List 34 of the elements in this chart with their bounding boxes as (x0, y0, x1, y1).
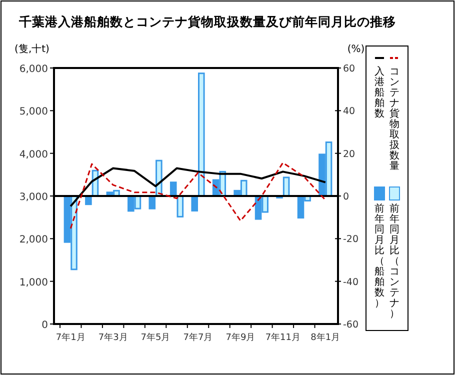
x-tick-label: 7年1月 (56, 332, 86, 343)
text: 前年同月比（コンテナ） (390, 204, 400, 320)
bar (282, 176, 290, 197)
y2-axis-title: (%) (347, 44, 365, 55)
y2-tick-label: 60 (343, 64, 356, 74)
y2-tick-label: 40 (343, 106, 356, 118)
line-series (70, 162, 326, 230)
chart-title: 千葉港入港船舶数とコンテナ貨物取扱数量及び前年同月比の推移 (18, 14, 396, 29)
text: 前年同月比（船舶数） (374, 204, 384, 309)
bar (198, 72, 205, 197)
y2-tick-label: -60 (343, 320, 359, 330)
x-tick-label: 7年7月 (183, 332, 213, 343)
y2-tick-label: 0 (343, 192, 350, 202)
y2-tick-label: -40 (343, 276, 359, 288)
y-tick-label: 4,000 (19, 149, 48, 160)
bar (191, 195, 198, 212)
y2-tick-label: -20 (343, 234, 359, 246)
text: コンテナ貨物取扱数量 (390, 66, 400, 172)
y-tick-label: 6,000 (19, 64, 48, 75)
x-tick-label: 7年5月 (140, 332, 170, 343)
x-tick-label: 8年1月 (310, 332, 340, 343)
y-tick-label: 0 (42, 320, 48, 331)
y-tick-label: 1,000 (19, 277, 48, 288)
y-tick-label: 5,000 (19, 106, 48, 118)
bar (148, 195, 156, 210)
y-tick-label: 2,000 (19, 234, 48, 246)
x-tick-label: 7年9月 (226, 332, 256, 343)
legend-label: 入港船舶数 (374, 66, 384, 120)
x-tick-label: 7年11月 (265, 332, 301, 343)
y-tick-label: 3,000 (19, 192, 48, 203)
y-axis-title: (隻,十t) (14, 43, 50, 55)
bar (170, 182, 177, 197)
y2-tick-label: 20 (343, 148, 356, 160)
x-tick-label: 7年3月 (98, 332, 128, 343)
